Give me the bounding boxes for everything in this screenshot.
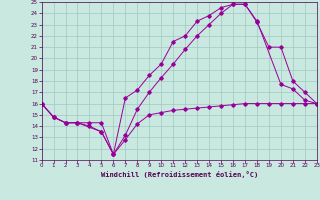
X-axis label: Windchill (Refroidissement éolien,°C): Windchill (Refroidissement éolien,°C): [100, 171, 258, 178]
